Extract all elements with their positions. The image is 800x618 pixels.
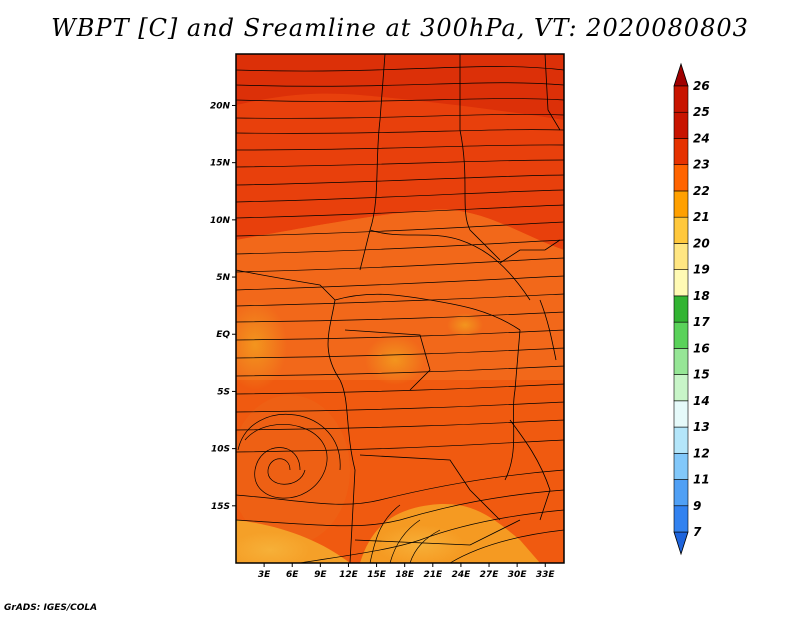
lon-tick-label: 27E <box>480 570 500 580</box>
colorbar-swatch <box>673 505 689 533</box>
colorbar-label: 13 <box>693 420 710 434</box>
colorbar-low-arrow <box>673 531 689 556</box>
map-frame <box>235 53 565 564</box>
lon-tick-label: 3E <box>258 570 271 580</box>
footer-credit: GrADS: IGES/COLA <box>4 603 98 613</box>
colorbar-swatch <box>673 348 689 375</box>
colorbar-label: 26 <box>693 79 710 93</box>
lat-tick-label: 5N <box>216 273 230 283</box>
lon-tick-label: 24E <box>452 570 472 580</box>
colorbar-label: 17 <box>693 315 710 329</box>
colorbar-label: 12 <box>693 446 710 460</box>
colorbar-label: 18 <box>693 289 710 303</box>
colorbar-swatch <box>673 321 689 349</box>
colorbar-label: 22 <box>693 184 710 198</box>
colorbar-label: 25 <box>693 105 710 119</box>
lon-tick-label: 6E <box>286 570 299 580</box>
country-borders <box>236 54 561 563</box>
lon-tick-label: 21E <box>423 570 443 580</box>
colorbar-swatch <box>673 295 689 323</box>
colorbar-swatch <box>673 138 689 166</box>
colorbar-swatch <box>673 400 689 428</box>
lon-tick-label: 12E <box>339 570 359 580</box>
colorbar-label: 11 <box>693 473 710 487</box>
colorbar-label: 23 <box>693 158 710 172</box>
colorbar-label: 20 <box>693 236 710 250</box>
colorbar-swatch <box>673 216 689 244</box>
lon-tick-label: 9E <box>314 570 327 580</box>
lon-tick-label: 18E <box>395 570 415 580</box>
colorbar-swatch <box>673 426 689 454</box>
lat-tick-label: 20N <box>210 101 231 111</box>
lat-tick-label: 15N <box>210 159 231 169</box>
colorbar: 7 9 11 12 13 14 15 16 17 18 19 20 21 22 23 24 25 26 <box>673 62 710 556</box>
colorbar-label: 16 <box>693 341 710 355</box>
lat-tick-label: 10N <box>210 216 231 226</box>
colorbar-label: 7 <box>693 525 702 539</box>
lon-tick-label: 30E <box>508 570 528 580</box>
colorbar-label: 19 <box>693 263 710 277</box>
colorbar-swatch <box>673 85 689 113</box>
colorbar-swatch <box>673 164 689 192</box>
colorbar-swatch <box>673 243 689 270</box>
lon-tick-label: 33E <box>536 570 556 580</box>
map-title: WBPT [C] and Sreamline at 300hPa, VT: 20… <box>51 14 749 42</box>
colorbar-label: 15 <box>693 368 710 382</box>
lon-tick-label: 15E <box>367 570 387 580</box>
colorbar-label: 24 <box>693 131 710 145</box>
colorbar-label: 14 <box>693 394 710 408</box>
colorbar-swatch <box>673 111 689 139</box>
lat-tick-label: 15S <box>211 502 230 512</box>
colorbar-swatch <box>673 190 689 218</box>
streamlines <box>236 66 564 563</box>
longitude-axis: 3E 6E 9E 12E 15E 18E 21E 24E 27E 30E 33E <box>258 563 556 580</box>
lat-tick-label: 5S <box>217 387 230 397</box>
colorbar-label: 9 <box>693 499 701 513</box>
lat-tick-label: EQ <box>216 330 230 340</box>
colorbar-swatch <box>673 452 689 480</box>
colorbar-swatch <box>673 479 689 507</box>
latitude-axis: 20N 15N 10N 5N EQ 5S 10S 15S <box>210 101 236 512</box>
colorbar-swatch <box>673 269 689 297</box>
colorbar-high-arrow <box>673 62 689 87</box>
lat-tick-label: 10S <box>211 445 230 455</box>
colorbar-label: 21 <box>693 210 710 224</box>
colorbar-swatch <box>673 374 689 402</box>
temperature-field <box>236 54 564 563</box>
